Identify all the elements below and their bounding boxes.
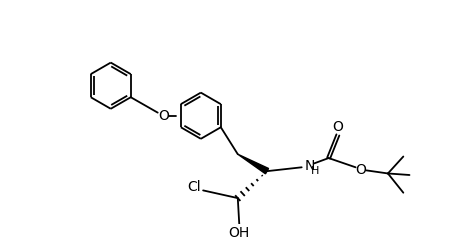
Text: O: O <box>355 163 366 177</box>
Text: H: H <box>311 166 320 176</box>
Polygon shape <box>238 154 268 174</box>
Text: Cl: Cl <box>187 180 201 194</box>
Text: N: N <box>304 159 315 173</box>
Text: O: O <box>158 109 169 123</box>
Text: OH: OH <box>229 226 250 240</box>
Text: O: O <box>333 120 344 134</box>
